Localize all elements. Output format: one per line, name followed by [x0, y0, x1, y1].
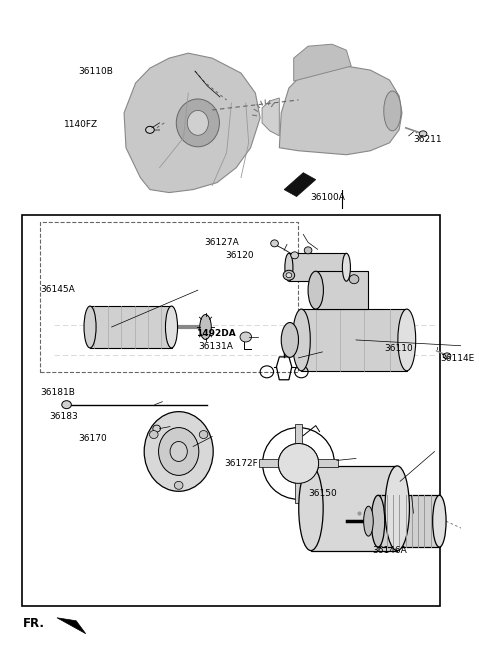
- Text: 36170: 36170: [78, 434, 107, 443]
- Ellipse shape: [349, 275, 359, 284]
- Ellipse shape: [372, 495, 385, 547]
- Bar: [40, 223, 299, 372]
- Text: 36211: 36211: [413, 135, 442, 145]
- Polygon shape: [57, 618, 86, 634]
- Ellipse shape: [170, 442, 187, 461]
- Ellipse shape: [398, 309, 416, 371]
- Ellipse shape: [291, 252, 299, 259]
- Bar: [378, 495, 440, 547]
- Ellipse shape: [187, 110, 208, 135]
- Ellipse shape: [308, 271, 324, 309]
- Ellipse shape: [278, 443, 319, 484]
- Ellipse shape: [292, 309, 310, 371]
- Ellipse shape: [200, 315, 211, 340]
- Ellipse shape: [304, 247, 312, 254]
- Bar: [289, 254, 347, 281]
- Bar: [295, 424, 302, 447]
- Ellipse shape: [285, 254, 293, 281]
- Polygon shape: [279, 66, 402, 155]
- Text: FR.: FR.: [23, 617, 45, 630]
- Ellipse shape: [299, 466, 323, 551]
- Ellipse shape: [364, 507, 373, 536]
- Ellipse shape: [342, 254, 350, 281]
- Ellipse shape: [281, 323, 299, 357]
- Ellipse shape: [199, 430, 208, 438]
- Bar: [301, 309, 407, 371]
- Ellipse shape: [283, 270, 295, 280]
- Bar: [295, 480, 302, 503]
- Text: 36146A: 36146A: [372, 545, 407, 555]
- Polygon shape: [262, 98, 279, 136]
- Text: 36145A: 36145A: [40, 284, 75, 294]
- Text: 1140FZ: 1140FZ: [64, 120, 98, 129]
- Bar: [316, 271, 369, 309]
- Ellipse shape: [240, 332, 252, 342]
- Bar: [311, 466, 397, 551]
- Text: 36183: 36183: [49, 412, 78, 421]
- Text: 1492DA: 1492DA: [196, 329, 236, 338]
- Ellipse shape: [385, 466, 409, 551]
- Text: 36131A: 36131A: [198, 342, 233, 351]
- Bar: [315, 459, 338, 467]
- Polygon shape: [294, 44, 351, 81]
- Text: 36181B: 36181B: [40, 388, 75, 397]
- Ellipse shape: [144, 412, 213, 491]
- Ellipse shape: [271, 240, 278, 247]
- Ellipse shape: [286, 273, 292, 278]
- Ellipse shape: [149, 430, 158, 438]
- Ellipse shape: [176, 99, 219, 147]
- Text: 36120: 36120: [225, 251, 253, 260]
- Text: 36127A: 36127A: [204, 238, 239, 247]
- Text: 36150: 36150: [308, 489, 337, 498]
- Ellipse shape: [153, 425, 160, 432]
- Ellipse shape: [443, 353, 451, 359]
- Polygon shape: [124, 53, 260, 193]
- Ellipse shape: [432, 495, 446, 547]
- Bar: [90, 306, 171, 348]
- Text: 36114E: 36114E: [440, 354, 475, 363]
- Text: 36110: 36110: [385, 344, 413, 353]
- Ellipse shape: [158, 428, 199, 476]
- Bar: [23, 215, 440, 606]
- Ellipse shape: [166, 306, 178, 348]
- Ellipse shape: [84, 306, 96, 348]
- Ellipse shape: [145, 126, 154, 133]
- Text: 36100A: 36100A: [310, 193, 345, 202]
- Ellipse shape: [419, 131, 427, 137]
- Ellipse shape: [384, 91, 401, 131]
- Ellipse shape: [174, 482, 183, 489]
- Ellipse shape: [62, 401, 72, 409]
- Text: 36172F: 36172F: [225, 459, 258, 468]
- Polygon shape: [284, 173, 316, 196]
- Text: 36110B: 36110B: [78, 66, 113, 76]
- Bar: [259, 459, 282, 467]
